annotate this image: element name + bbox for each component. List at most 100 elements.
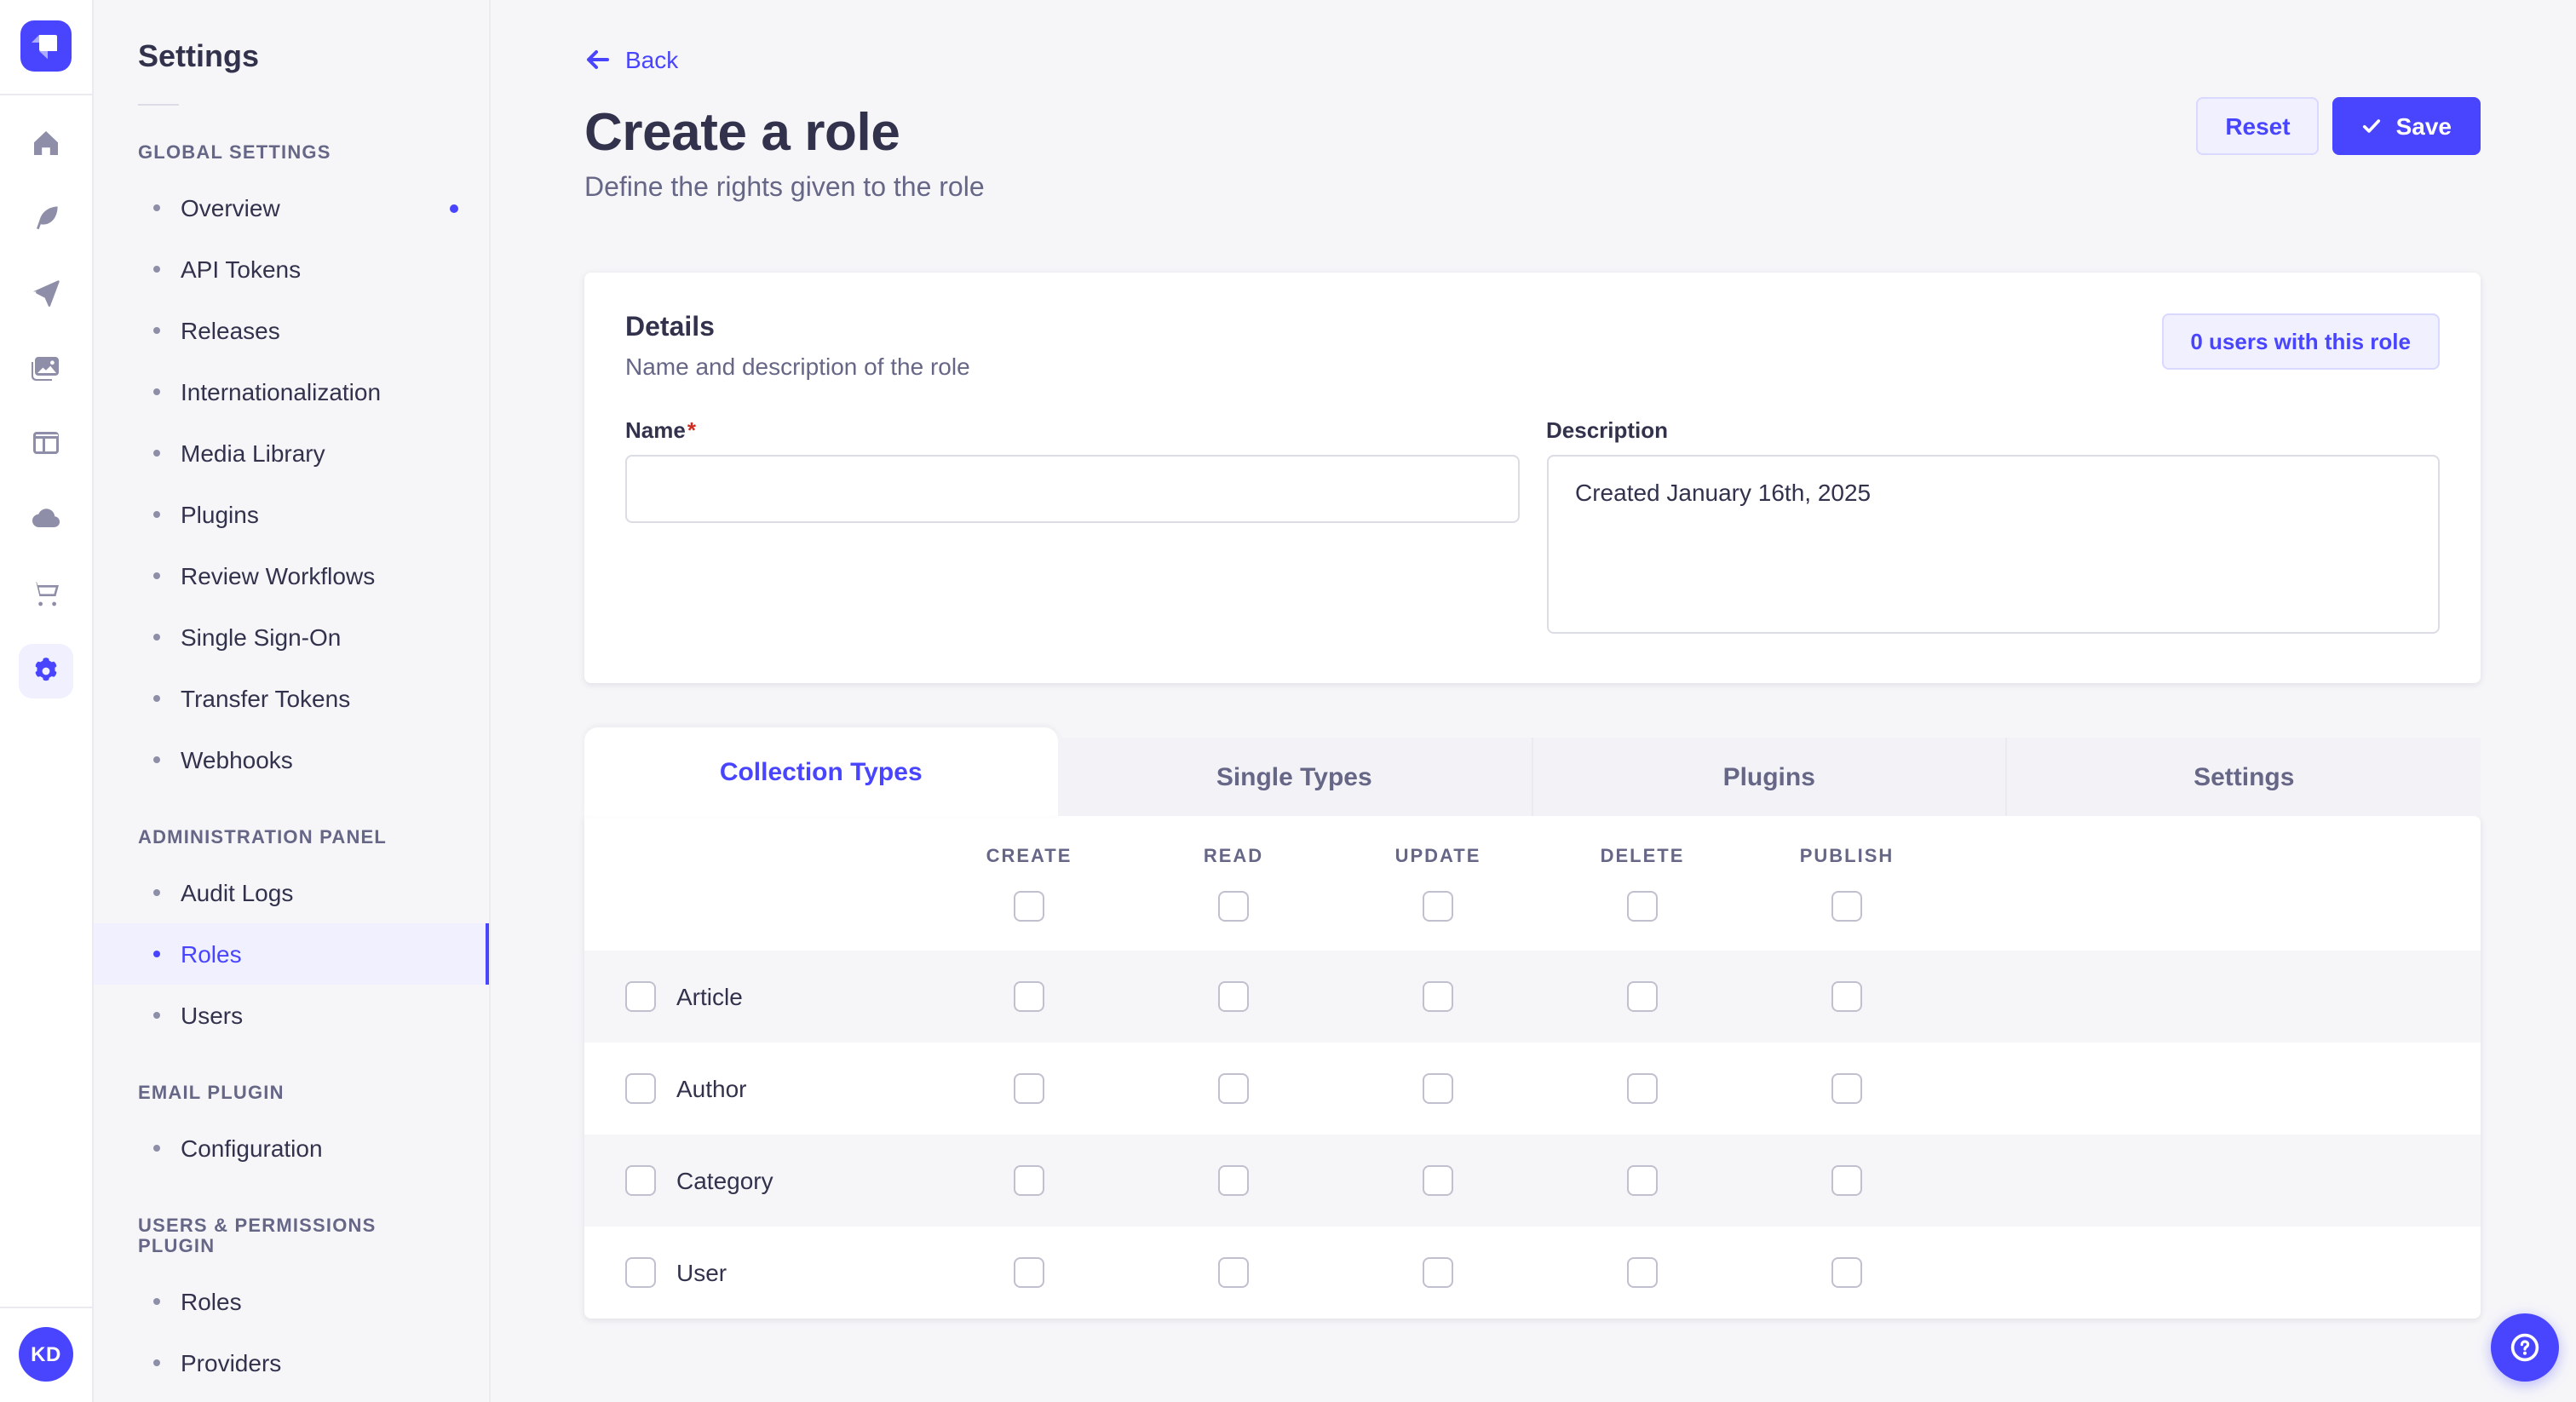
- author-read-checkbox[interactable]: [1218, 1073, 1249, 1104]
- bullet-icon: [153, 266, 160, 273]
- select-row-category-checkbox[interactable]: [625, 1165, 656, 1196]
- author-delete-checkbox[interactable]: [1627, 1073, 1658, 1104]
- description-textarea[interactable]: Created January 16th, 2025: [1546, 455, 2440, 634]
- notification-dot: [450, 204, 458, 212]
- user-delete-checkbox[interactable]: [1627, 1257, 1658, 1288]
- column-header-publish: PUBLISH: [1745, 847, 1949, 867]
- sidebar-item-label: API Tokens: [181, 256, 302, 283]
- paper-plane-icon: [29, 276, 63, 310]
- row-label: User: [676, 1259, 727, 1286]
- sidebar-section-email-plugin: EMAIL PLUGIN Configuration: [94, 1083, 489, 1179]
- article-update-checkbox[interactable]: [1423, 981, 1453, 1012]
- select-all-delete-checkbox[interactable]: [1627, 891, 1658, 922]
- permission-cell: [1336, 981, 1540, 1012]
- required-marker: *: [687, 417, 696, 443]
- sidebar-item-users[interactable]: Users: [94, 985, 489, 1046]
- select-all-publish-checkbox[interactable]: [1831, 891, 1862, 922]
- author-create-checkbox[interactable]: [1014, 1073, 1044, 1104]
- save-button[interactable]: Save: [2332, 97, 2481, 155]
- nav-quill[interactable]: [29, 201, 63, 235]
- sidebar-item-configuration[interactable]: Configuration: [94, 1118, 489, 1179]
- nav-layout[interactable]: [29, 426, 63, 460]
- nav-cart[interactable]: [29, 576, 63, 610]
- sidebar-item-roles[interactable]: Roles: [94, 923, 489, 985]
- column-header-label: CREATE: [986, 847, 1072, 867]
- select-all-create-checkbox[interactable]: [1014, 891, 1044, 922]
- select-row-author-checkbox[interactable]: [625, 1073, 656, 1104]
- tab-single-types[interactable]: Single Types: [1057, 738, 1532, 816]
- category-create-checkbox[interactable]: [1014, 1165, 1044, 1196]
- column-header-label: PUBLISH: [1799, 847, 1895, 867]
- tab-settings[interactable]: Settings: [2007, 738, 2481, 816]
- help-button[interactable]: [2491, 1313, 2559, 1382]
- name-input[interactable]: [625, 455, 1519, 523]
- user-update-checkbox[interactable]: [1423, 1257, 1453, 1288]
- sidebar-item-label: Media Library: [181, 440, 325, 467]
- sidebar-item-webhooks[interactable]: Webhooks: [94, 729, 489, 790]
- column-header-read: READ: [1131, 847, 1336, 867]
- sidebar-item-internationalization[interactable]: Internationalization: [94, 361, 489, 422]
- sidebar-item-roles[interactable]: Roles: [94, 1271, 489, 1332]
- main-content: Back Create a role Define the rights giv…: [491, 0, 2576, 1402]
- back-link[interactable]: Back: [584, 46, 678, 73]
- sidebar-item-label: Internationalization: [181, 378, 382, 405]
- category-read-checkbox[interactable]: [1218, 1165, 1249, 1196]
- permission-cell: [1336, 1165, 1540, 1196]
- article-publish-checkbox[interactable]: [1831, 981, 1862, 1012]
- select-row-article-checkbox[interactable]: [625, 981, 656, 1012]
- details-fields: Name * Description Created January 16th, …: [625, 417, 2440, 642]
- select-all-update-checkbox[interactable]: [1423, 891, 1453, 922]
- avatar[interactable]: KD: [19, 1327, 73, 1382]
- tab-collection-types[interactable]: Collection Types: [584, 727, 1058, 816]
- sidebar-item-transfer-tokens[interactable]: Transfer Tokens: [94, 668, 489, 729]
- sidebar-section-label: USERS & PERMISSIONS PLUGIN: [138, 1216, 377, 1257]
- sidebar-item-single-sign-on[interactable]: Single Sign-On: [94, 606, 489, 668]
- sidebar-item-audit-logs[interactable]: Audit Logs: [94, 862, 489, 923]
- permission-cell: [1745, 1073, 1949, 1104]
- settings-sidebar: Settings GLOBAL SETTINGS Overview API Toke…: [94, 0, 491, 1402]
- article-delete-checkbox[interactable]: [1627, 981, 1658, 1012]
- user-read-checkbox[interactable]: [1218, 1257, 1249, 1288]
- select-all-read-checkbox[interactable]: [1218, 891, 1249, 922]
- sidebar-item-api-tokens[interactable]: API Tokens: [94, 238, 489, 300]
- article-read-checkbox[interactable]: [1218, 981, 1249, 1012]
- nav-cloud[interactable]: [29, 501, 63, 535]
- sidebar-item-label: Review Workflows: [181, 562, 376, 589]
- category-update-checkbox[interactable]: [1423, 1165, 1453, 1196]
- cart-icon: [29, 576, 63, 610]
- bullet-icon: [153, 572, 160, 579]
- user-create-checkbox[interactable]: [1014, 1257, 1044, 1288]
- column-header-label: UPDATE: [1394, 847, 1481, 867]
- sidebar-item-plugins[interactable]: Plugins: [94, 484, 489, 545]
- check-icon: [2363, 119, 2381, 133]
- nav-media[interactable]: [29, 351, 63, 385]
- bullet-icon: [153, 1298, 160, 1305]
- reset-button[interactable]: Reset: [2196, 97, 2320, 155]
- author-publish-checkbox[interactable]: [1831, 1073, 1862, 1104]
- nav-paper-plane[interactable]: [29, 276, 63, 310]
- sidebar-item-overview[interactable]: Overview: [94, 177, 489, 238]
- arrow-left-icon: [587, 50, 609, 69]
- nav-home[interactable]: [29, 126, 63, 160]
- bullet-icon: [153, 634, 160, 641]
- sidebar-item-label: Webhooks: [181, 746, 293, 773]
- users-with-role-button[interactable]: 0 users with this role: [2161, 313, 2440, 370]
- article-create-checkbox[interactable]: [1014, 981, 1044, 1012]
- select-row-user-checkbox[interactable]: [625, 1257, 656, 1288]
- back-label: Back: [625, 46, 679, 73]
- sidebar-item-label: Releases: [181, 317, 280, 344]
- sidebar-item-review-workflows[interactable]: Review Workflows: [94, 545, 489, 606]
- sidebar-item-providers[interactable]: Providers: [94, 1332, 489, 1393]
- bullet-icon: [153, 1359, 160, 1366]
- description-field-group: Description Created January 16th, 2025: [1546, 417, 2440, 642]
- sidebar-item-media-library[interactable]: Media Library: [94, 422, 489, 484]
- user-publish-checkbox[interactable]: [1831, 1257, 1862, 1288]
- nav-gear[interactable]: [19, 644, 73, 698]
- sidebar-item-releases[interactable]: Releases: [94, 300, 489, 361]
- tab-plugins[interactable]: Plugins: [1532, 738, 2008, 816]
- gear-icon: [29, 654, 63, 688]
- category-delete-checkbox[interactable]: [1627, 1165, 1658, 1196]
- author-update-checkbox[interactable]: [1423, 1073, 1453, 1104]
- category-publish-checkbox[interactable]: [1831, 1165, 1862, 1196]
- strapi-logo[interactable]: [20, 20, 72, 72]
